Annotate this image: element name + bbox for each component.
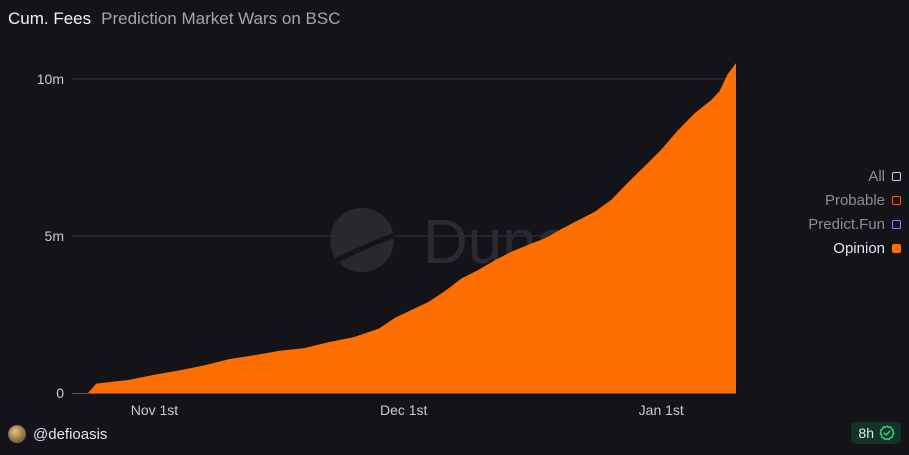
series-area-opinion[interactable] [88, 63, 736, 393]
legend-swatch [892, 172, 901, 181]
refresh-age: 8h [858, 425, 874, 441]
legend-item-predict-fun[interactable]: Predict.Fun [808, 216, 901, 233]
check-badge-icon [879, 425, 895, 441]
legend-swatch [892, 244, 901, 253]
author-username: @defioasis [33, 425, 108, 443]
legend-label: Predict.Fun [808, 216, 885, 233]
legend-swatch [892, 196, 901, 205]
refresh-badge[interactable]: 8h [851, 422, 901, 444]
chart-subtitle: Prediction Market Wars on BSC [101, 9, 341, 28]
chart-header: Cum. Fees Prediction Market Wars on BSC [8, 9, 340, 29]
dune-logo-icon [330, 208, 395, 272]
x-tick-label: Jan 1st [639, 402, 684, 418]
legend-label: Probable [824, 192, 885, 209]
chart-title: Cum. Fees [8, 9, 92, 28]
y-tick-label: 10m [37, 71, 64, 87]
legend-swatch [892, 220, 901, 229]
y-tick-label: 5m [45, 228, 64, 244]
legend-item-probable[interactable]: Probable [825, 192, 901, 209]
axis-layer: 0 5m 10m Nov 1st Dec 1st Jan 1st [37, 71, 736, 418]
legend-item-opinion[interactable]: Opinion [833, 240, 901, 257]
x-tick-label: Dec 1st [380, 402, 428, 418]
y-tick-label: 0 [56, 385, 64, 401]
series-layer [88, 63, 736, 393]
chart-legend: All Probable Predict.Fun Opinion [808, 168, 901, 257]
user-avatar-icon [8, 425, 26, 443]
x-tick-label: Nov 1st [131, 402, 179, 418]
legend-item-all[interactable]: All [868, 168, 901, 185]
legend-label: Opinion [833, 240, 885, 257]
author-link[interactable]: @defioasis [8, 425, 107, 443]
legend-label: All [868, 168, 885, 185]
